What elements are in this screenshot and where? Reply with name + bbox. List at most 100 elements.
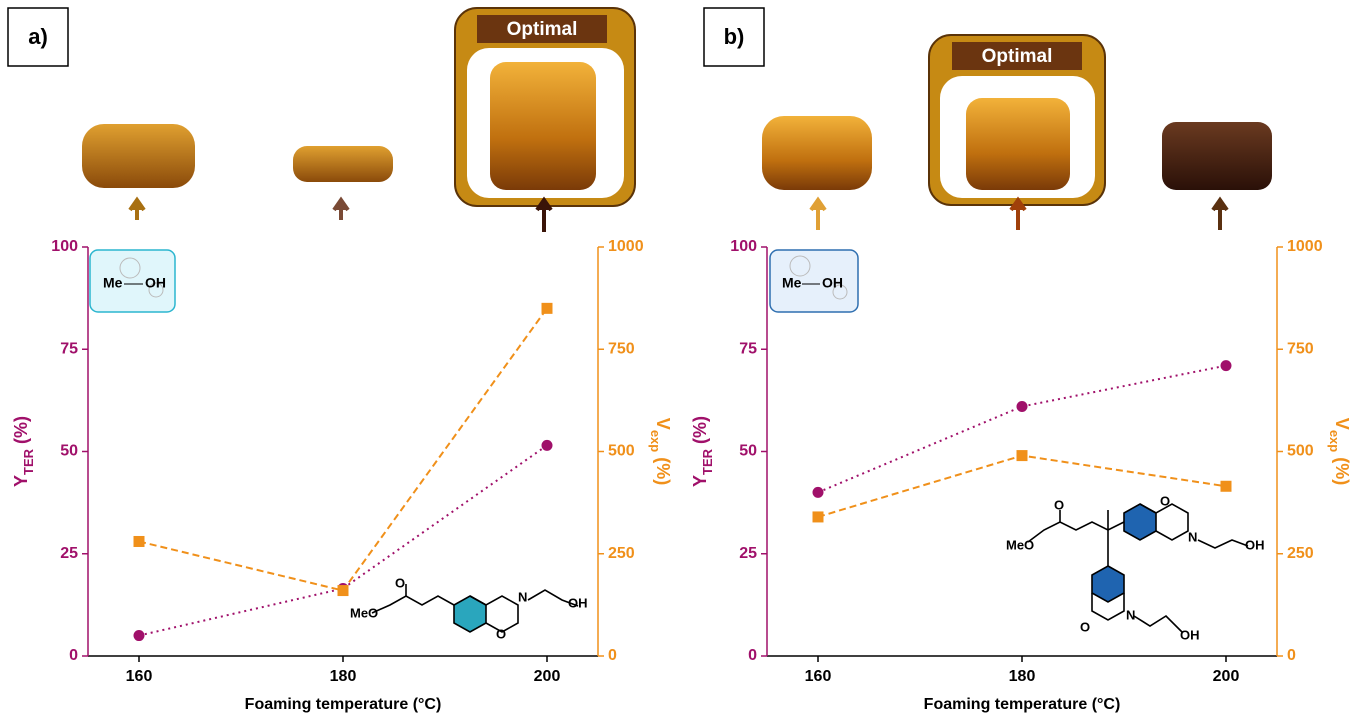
y-tick-label: 0: [748, 647, 757, 664]
y-tick-label: 100: [730, 238, 757, 255]
marker: [812, 511, 824, 523]
bubble: [832, 284, 848, 300]
panel-label: a): [28, 24, 48, 49]
label-main: V: [653, 418, 673, 430]
label-main: Y: [11, 475, 31, 487]
panel-label: b): [724, 24, 745, 49]
arrow: [128, 196, 146, 220]
y-tick-label: 100: [51, 238, 78, 255]
badge: [477, 15, 607, 43]
x-tick-label: 160: [126, 668, 153, 685]
atom: OH: [1245, 537, 1265, 552]
bubble: [148, 282, 164, 298]
atom: N: [1126, 607, 1135, 622]
arrow: [332, 196, 350, 220]
marker: [133, 535, 145, 547]
atom: MeO: [350, 605, 378, 620]
atom: O: [496, 626, 506, 641]
marker: [1220, 360, 1232, 372]
photo: [490, 62, 596, 190]
y2-tick-label: 750: [608, 340, 635, 357]
badge: [952, 42, 1082, 70]
label-sub: exp: [648, 430, 663, 452]
x-tick-label: 200: [1213, 668, 1240, 685]
molecule: O MeO N OH O: [350, 575, 588, 641]
photo: [762, 116, 872, 190]
atom: N: [1188, 529, 1197, 544]
x-tick-label: 200: [534, 668, 561, 685]
panel-a-decor: a) Optimal Me OH O MeO N OH O: [7, 7, 636, 641]
label-sub: exp: [1327, 430, 1342, 452]
x-tick-label: 160: [805, 668, 832, 685]
bubble: [119, 257, 141, 279]
y2-tick-label: 1000: [1287, 238, 1323, 255]
icon-text: OH: [822, 275, 843, 291]
marker: [541, 439, 553, 451]
y-tick-label: 50: [60, 443, 78, 460]
y2-tick-label: 750: [1287, 340, 1314, 357]
badge-text: Optimal: [982, 46, 1053, 67]
atom: OH: [1180, 627, 1200, 642]
marker: [541, 302, 553, 314]
marker: [337, 585, 349, 597]
y2-tick-label: 1000: [608, 238, 644, 255]
atom: OH: [568, 595, 588, 610]
arrow: [535, 196, 553, 232]
axis-label: Vexp (%): [1327, 418, 1352, 485]
label-unit: (%): [653, 457, 673, 485]
series-line: [138, 307, 548, 592]
label-unit: (%): [1332, 457, 1352, 485]
y-tick-label: 75: [739, 340, 757, 357]
atom: O: [395, 575, 405, 590]
y2-tick-label: 250: [1287, 545, 1314, 562]
panel-b-decor: b) Optimal Me OH O MeO O N OH O N OH: [703, 7, 1272, 642]
badge-text: Optimal: [507, 19, 578, 40]
y-tick-label: 25: [739, 545, 757, 562]
x-axis-label: Foaming temperature (°C): [245, 696, 442, 713]
label-sub: TER: [21, 448, 36, 475]
atom: O: [1054, 497, 1064, 512]
photo: [82, 124, 195, 188]
label-main: Y: [690, 475, 710, 487]
y2-tick-label: 0: [608, 647, 617, 664]
axis-label: YTER (%): [690, 416, 715, 487]
label-main: V: [1332, 418, 1352, 430]
bubble: [789, 255, 811, 277]
marker: [1220, 480, 1232, 492]
icon-text: OH: [145, 275, 166, 291]
y2-tick-label: 500: [1287, 443, 1314, 460]
label-unit: (%): [11, 416, 31, 444]
atom: O: [1160, 493, 1170, 508]
label-sub: TER: [700, 448, 715, 475]
y-tick-label: 75: [60, 340, 78, 357]
y-tick-label: 0: [69, 647, 78, 664]
icon-text: Me: [782, 275, 802, 291]
photo: [966, 98, 1070, 190]
x-tick-label: 180: [1009, 668, 1036, 685]
arrow: [1009, 196, 1027, 230]
y2-tick-label: 250: [608, 545, 635, 562]
y2-tick-label: 500: [608, 443, 635, 460]
x-tick-label: 180: [330, 668, 357, 685]
panel-box: [703, 7, 765, 67]
x-axis-label: Foaming temperature (°C): [924, 696, 1121, 713]
series-line: [817, 364, 1227, 494]
solvent-icon: [769, 249, 859, 313]
arrow: [1211, 196, 1229, 230]
atom: MeO: [1006, 537, 1034, 552]
label-unit: (%): [690, 416, 710, 444]
atom: N: [518, 589, 527, 604]
marker: [1016, 450, 1028, 462]
photo: [293, 146, 393, 182]
arrow: [809, 196, 827, 230]
molecule: O MeO O N OH O N OH: [1006, 493, 1265, 642]
atom: O: [1080, 619, 1090, 634]
panel-box: [7, 7, 69, 67]
marker: [812, 486, 824, 498]
y-tick-label: 25: [60, 545, 78, 562]
y-tick-label: 50: [739, 443, 757, 460]
marker: [1016, 401, 1028, 413]
axis-label: YTER (%): [11, 416, 36, 487]
photo: [1162, 122, 1272, 190]
